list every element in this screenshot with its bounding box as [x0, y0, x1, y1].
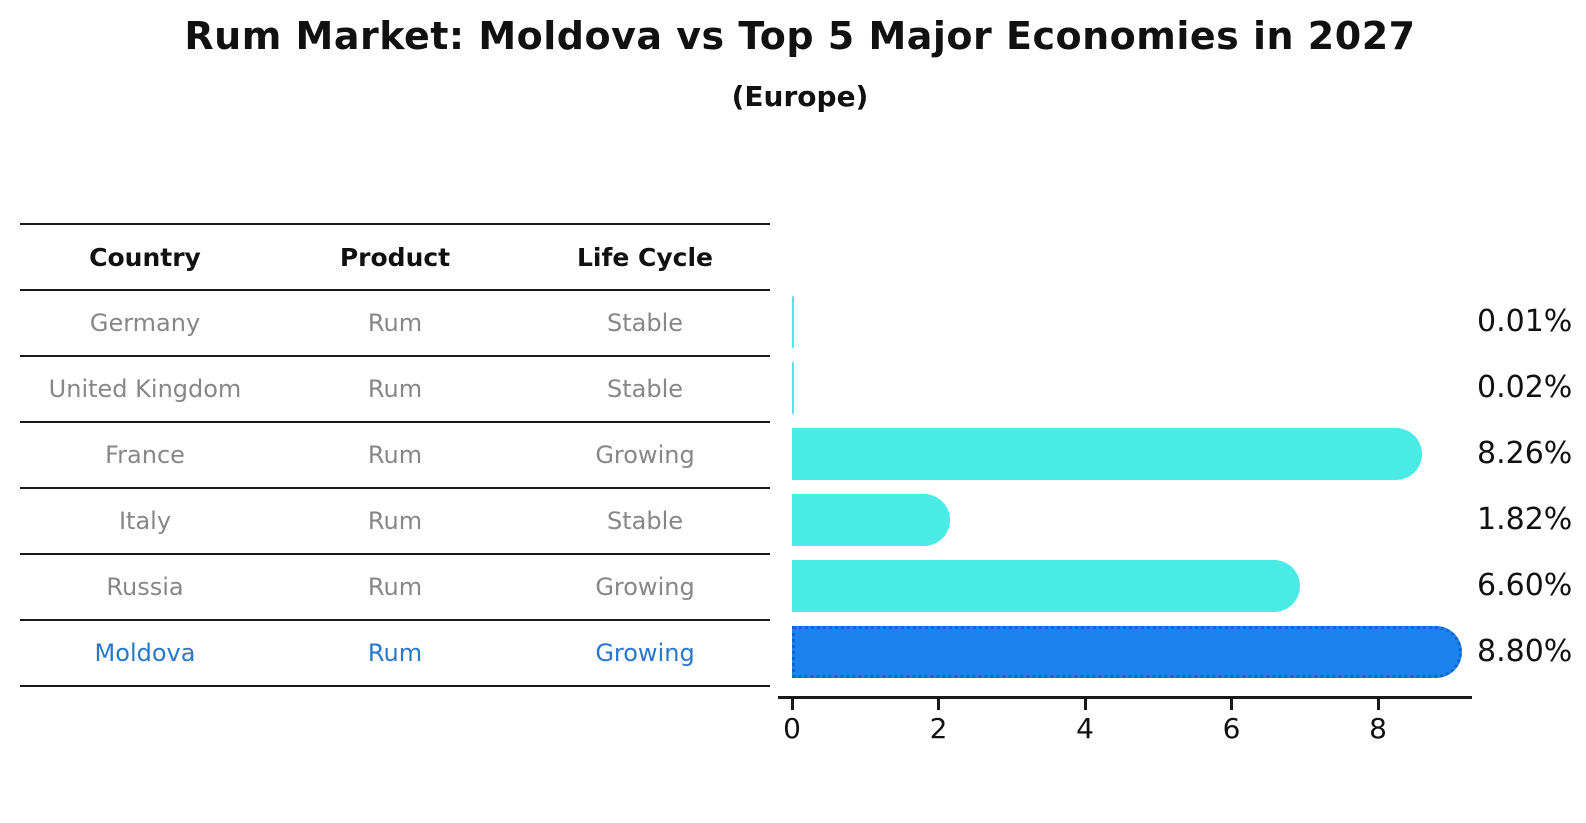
table-header-product: Product	[339, 242, 451, 272]
value-label-germany: 0.01%	[1477, 304, 1573, 339]
table-row-germany: Germany Rum Stable	[20, 291, 770, 357]
cell-life-cycle: Stable	[606, 309, 684, 337]
cell-product: Rum	[367, 507, 423, 535]
table-header-life-cycle: Life Cycle	[576, 242, 714, 272]
value-label-moldova: 8.80%	[1477, 634, 1573, 669]
value-label-italy: 1.82%	[1477, 502, 1573, 537]
bar-moldova	[792, 626, 1462, 678]
cell-country: France	[105, 441, 185, 469]
table-row-france: France Rum Growing	[20, 423, 770, 489]
cell-life-cycle: Growing	[595, 639, 695, 667]
chart-title: Rum Market: Moldova vs Top 5 Major Econo…	[184, 14, 1416, 58]
x-axis-tick	[937, 699, 940, 710]
x-axis-line	[778, 696, 1472, 699]
cell-product: Rum	[367, 441, 423, 469]
cell-country: United Kingdom	[48, 375, 242, 403]
cell-country: Russia	[106, 573, 184, 601]
value-label-france: 8.26%	[1477, 436, 1573, 471]
table-header-country: Country	[89, 242, 201, 272]
value-label-russia: 6.60%	[1477, 568, 1573, 603]
cell-product: Rum	[367, 309, 423, 337]
x-axis-tick	[1230, 699, 1233, 710]
x-axis-tick	[790, 699, 794, 710]
cell-country: Germany	[89, 309, 201, 337]
cell-product: Rum	[367, 639, 423, 667]
cell-life-cycle: Growing	[595, 573, 695, 601]
bar-germany	[792, 296, 794, 348]
cell-life-cycle: Stable	[606, 375, 684, 403]
country-table: Country Product Life Cycle Germany Rum Sta…	[20, 223, 770, 687]
x-axis-tick	[1376, 699, 1380, 710]
chart-subtitle: (Europe)	[731, 80, 869, 113]
table-body: Germany Rum Stable United Kingdom Rum Stable F…	[20, 291, 770, 687]
table-row-moldova: Moldova Rum Growing	[20, 621, 770, 687]
cell-country: Moldova	[94, 639, 196, 667]
cell-product: Rum	[367, 375, 423, 403]
x-axis-tick-label: 8	[1369, 712, 1387, 745]
x-axis-tick-label: 4	[1076, 712, 1094, 745]
x-axis-tick-label: 6	[1222, 712, 1241, 745]
cell-country: Italy	[118, 507, 172, 535]
x-axis-tick-label: 2	[929, 712, 948, 745]
bar-france	[792, 428, 1422, 480]
table-header-row: Country Product Life Cycle	[20, 225, 770, 291]
bar-russia	[792, 560, 1300, 612]
cell-life-cycle: Stable	[606, 507, 684, 535]
bar-italy	[792, 494, 950, 546]
table-row-united-kingdom: United Kingdom Rum Stable	[20, 357, 770, 423]
table-row-russia: Russia Rum Growing	[20, 555, 770, 621]
bar-united-kingdom	[792, 362, 794, 414]
cell-product: Rum	[367, 573, 423, 601]
table-row-italy: Italy Rum Stable	[20, 489, 770, 555]
value-label-united-kingdom: 0.02%	[1477, 370, 1573, 405]
cell-life-cycle: Growing	[595, 441, 695, 469]
x-axis-tick	[1083, 699, 1087, 710]
x-axis-tick-label: 0	[783, 712, 801, 745]
